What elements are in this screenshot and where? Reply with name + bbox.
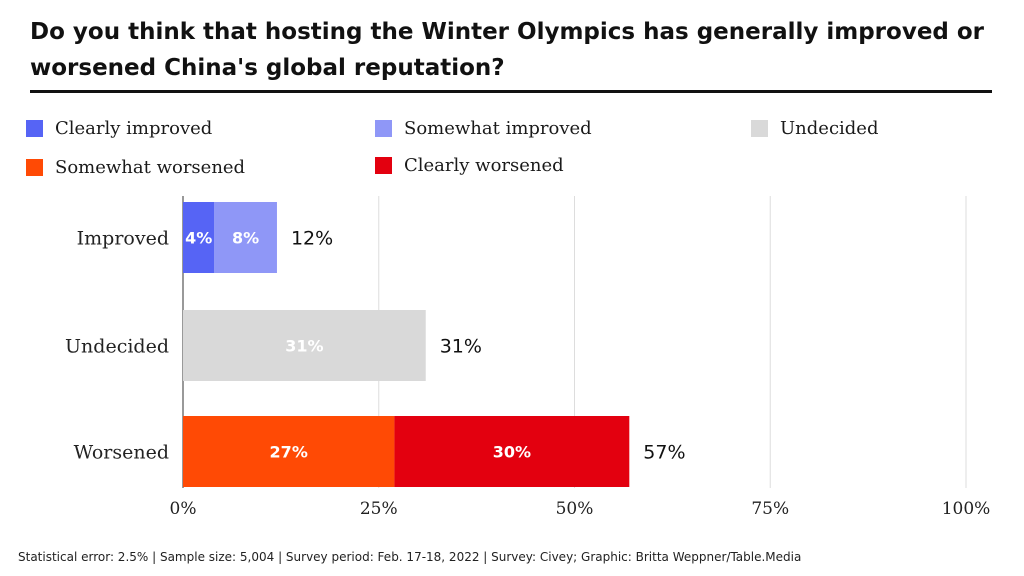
data-label: 4% [185,229,212,248]
x-tick-label: 75% [751,499,789,519]
legend-label: Clearly worsened [404,155,564,176]
category-label: Worsened [74,442,169,464]
x-tick-label: 25% [360,499,398,519]
legend-swatch-undecided [751,120,768,137]
total-label: 31% [440,336,482,358]
total-label: 12% [291,228,333,250]
bar-segment [183,416,395,487]
legend-swatch-clearly-worsened [375,157,392,174]
title-divider [30,90,992,93]
bar-segment [183,202,215,273]
legend-item-somewhat-improved: Somewhat improved [375,118,592,139]
legend-label: Somewhat improved [404,118,592,139]
data-label: 30% [493,443,531,462]
legend-item-somewhat-worsened: Somewhat worsened [26,157,245,178]
legend-item-clearly-improved: Clearly improved [26,118,212,139]
x-tick-label: 50% [556,499,594,519]
bar-segment [394,416,630,487]
data-label: 27% [270,443,308,462]
legend-item-undecided: Undecided [751,118,878,139]
bar-segment [214,202,277,273]
legend-label: Undecided [780,118,879,139]
bar-segment [183,310,426,381]
legend-label: Clearly improved [55,118,213,139]
x-tick-label: 100% [942,499,991,519]
total-label: 57% [643,442,685,464]
legend-swatch-somewhat-worsened [26,159,43,176]
data-label: 8% [232,229,259,248]
x-tick-label: 0% [170,499,197,519]
data-label: 31% [285,337,323,356]
chart-title: Do you think that hosting the Winter Oly… [30,19,985,81]
legend-label: Somewhat worsened [55,157,246,178]
chart-footer: Statistical error: 2.5% | Sample size: 5… [18,550,802,564]
category-label: Undecided [65,336,169,358]
category-label: Improved [77,228,169,250]
legend-swatch-clearly-improved [26,120,43,137]
legend-swatch-somewhat-improved [375,120,392,137]
legend-item-clearly-worsened: Clearly worsened [375,155,564,176]
